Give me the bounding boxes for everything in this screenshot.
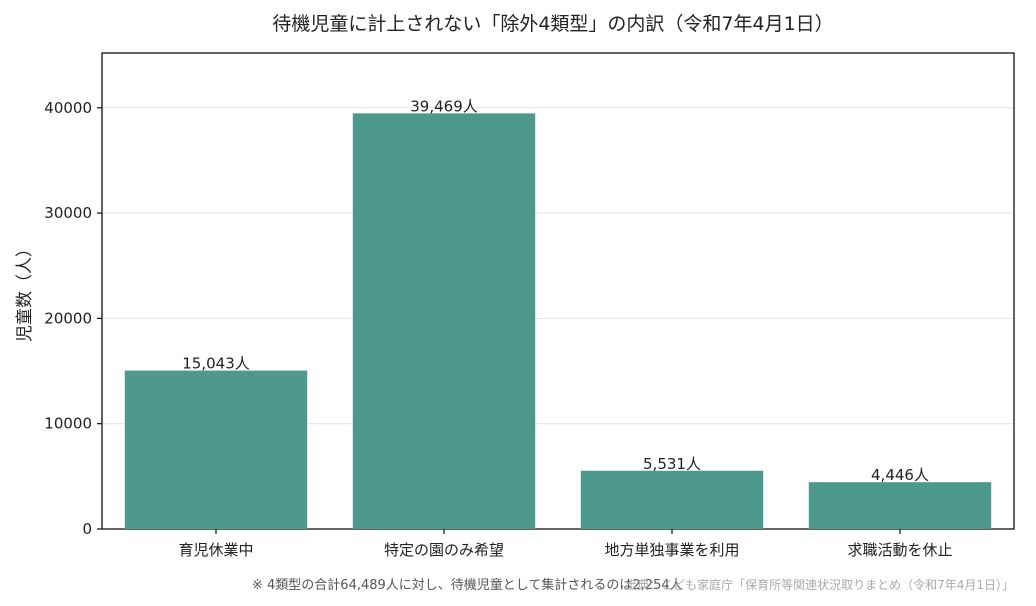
x-tick-label: 育児休業中 — [178, 541, 253, 559]
footnote: ※ 4類型の合計64,489人に対し、待機児童として集計されるのは2,254人 — [252, 577, 683, 593]
y-axis-ticks: 0 10000 20000 30000 40000 — [44, 99, 102, 538]
x-tick-label: 特定の園のみ希望 — [384, 541, 504, 559]
y-tick-label: 0 — [82, 520, 92, 538]
chart-title: 待機児童に計上されない「除外4類型」の内訳（令和7年4月1日） — [272, 13, 833, 35]
x-axis-ticks: 育児休業中 特定の園のみ希望 地方単独事業を利用 求職活動を休止 — [178, 529, 953, 559]
bars — [124, 113, 992, 529]
bar — [352, 113, 536, 529]
bar — [124, 370, 308, 529]
data-label: 39,469人 — [410, 97, 478, 115]
data-label: 4,446人 — [871, 466, 929, 484]
source-note: 出典：こども家庭庁「保育所等関連状況取りまとめ（令和7年4月1日）」 — [625, 577, 1014, 592]
data-labels: 15,043人 39,469人 5,531人 4,446人 — [182, 97, 929, 484]
y-tick-label: 30000 — [44, 204, 92, 222]
y-tick-label: 20000 — [44, 309, 92, 327]
bar — [808, 482, 992, 529]
y-axis-label: 児童数（人） — [15, 240, 35, 342]
plot-area-frame — [101, 52, 1015, 530]
x-tick-label: 地方単独事業を利用 — [604, 541, 739, 559]
y-tick-label: 10000 — [44, 415, 92, 433]
data-label: 5,531人 — [643, 455, 701, 473]
x-tick-label: 求職活動を休止 — [847, 541, 952, 559]
y-tick-label: 40000 — [44, 99, 92, 117]
bar — [580, 470, 764, 529]
data-label: 15,043人 — [182, 355, 250, 373]
